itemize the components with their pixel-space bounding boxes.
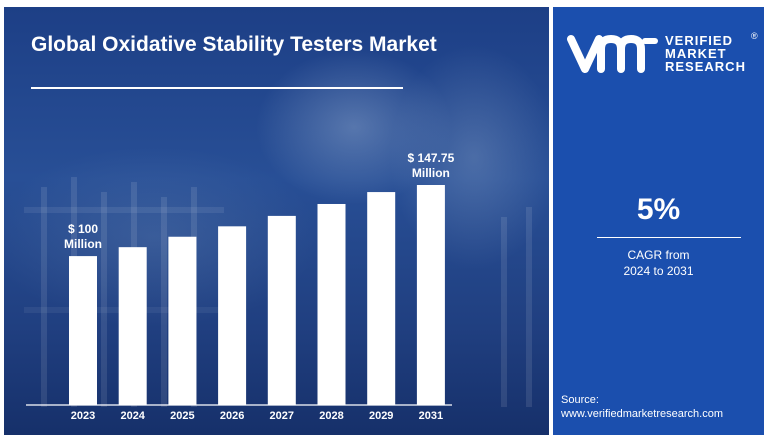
brand-name: VERIFIED MARKET RESEARCH [665,34,746,73]
data-label-2023-line-2: Million [64,237,102,251]
bar-2029 [367,192,396,405]
tick-label-2029: 2029 [369,410,393,422]
brand-line-verified: VERIFIED [665,33,733,48]
brand-line-market: MARKET [665,46,727,61]
cagr-label: CAGR from 2024 to 2031 [553,247,764,279]
tick-label-2024: 2024 [120,410,145,422]
tick-label-2026: 2026 [220,410,244,422]
chart-panel: Global Oxidative Stability Testers Marke… [4,7,549,435]
tick-label-2031: 2031 [419,410,443,422]
tick-label-2027: 2027 [270,410,294,422]
source-url: www.verifiedmarketresearch.com [561,408,723,420]
vmr-logo-icon [567,34,658,73]
bar-chart: 2023 2024 2025 2026 2027 2028 2029 2031$ 100Mil… [26,151,455,422]
bar-2031 [416,185,445,405]
tick-label-2023: 2023 [71,410,95,422]
chart-title: Global Oxidative Stability Testers Marke… [31,33,437,56]
source-label: Source: [561,394,599,406]
tick-label-2025: 2025 [170,410,194,422]
source-note: Source: www.verifiedmarketresearch.com [561,393,723,421]
bar-2028 [317,203,346,405]
bar-2025 [168,236,197,405]
cagr-value: 5% [636,193,681,226]
info-panel: VERIFIED MARKET RESEARCH ® 5% CAGR from … [553,7,764,435]
infographic: Global Oxidative Stability Testers Marke… [4,7,764,435]
bar-2027 [267,215,296,405]
data-label-2031-line-1: $ 147.75 [408,151,455,165]
bar-2024 [118,247,147,405]
bar-2023 [69,256,97,405]
brand-line-research: RESEARCH [665,59,746,74]
data-label-2031-line-2: Million [412,166,450,180]
cagr-divider [597,237,741,238]
cagr-label-line-1: CAGR from [627,248,690,262]
bar-2026 [218,226,247,405]
data-label-2023-line-1: $ 100 [68,222,98,236]
registered-mark: ® [751,31,758,41]
cagr-label-line-2: 2024 to 2031 [623,264,694,278]
title-underline [31,87,403,89]
tick-label-2028: 2028 [319,410,343,422]
